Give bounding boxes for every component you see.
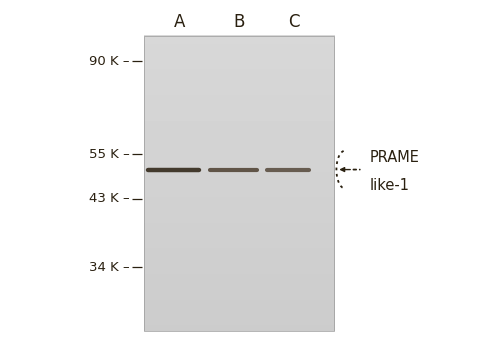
Text: 55 K –: 55 K – [89,148,130,161]
Text: C: C [288,13,299,31]
Text: PRAME: PRAME [369,150,420,165]
Text: B: B [233,13,245,31]
Text: 43 K –: 43 K – [89,192,130,205]
Bar [144,36,334,331]
Text: 34 K –: 34 K – [89,261,130,274]
Text: A: A [174,13,185,31]
Text: like-1: like-1 [369,177,410,192]
Text: 90 K –: 90 K – [89,55,130,68]
